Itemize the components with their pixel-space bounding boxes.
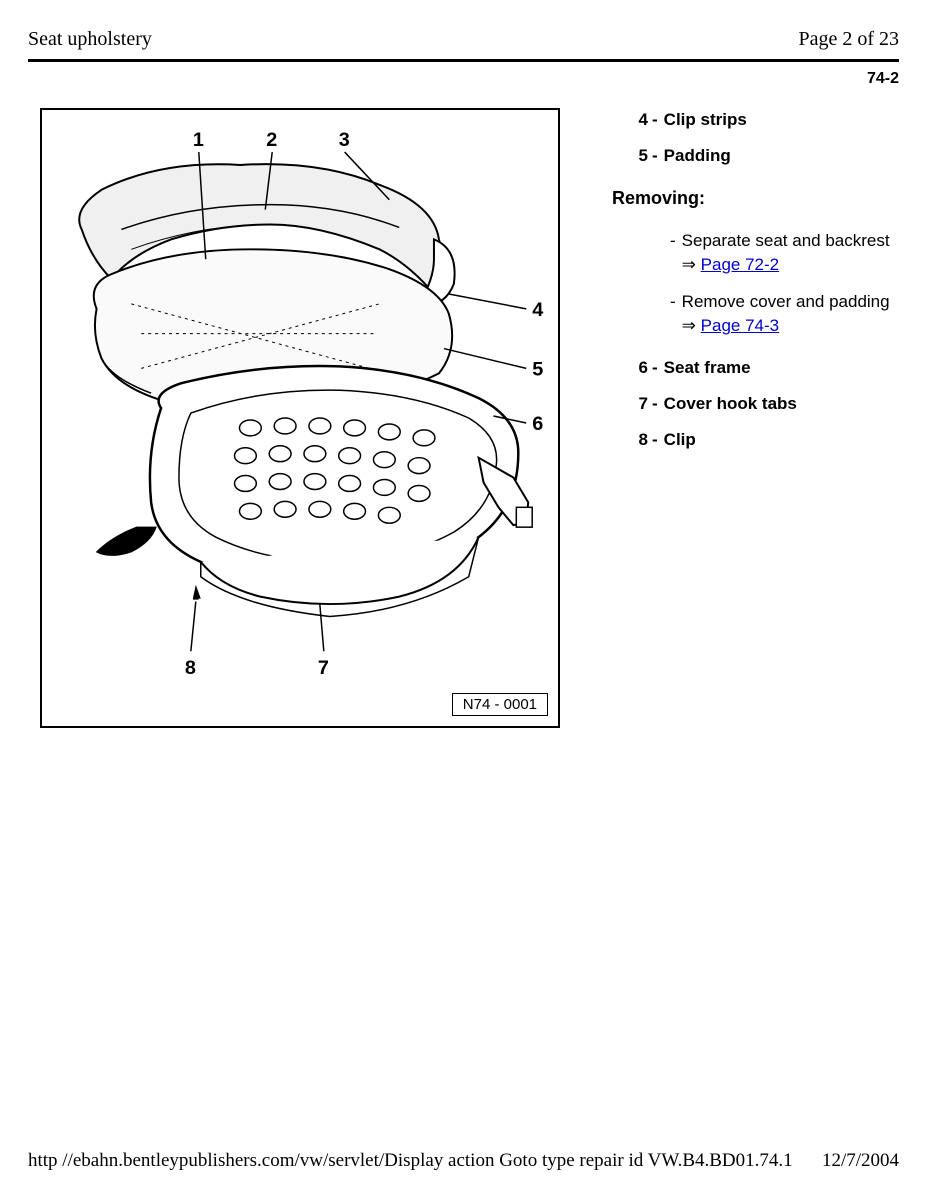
footer-date: 12/7/2004 — [822, 1150, 899, 1172]
page-footer: http //ebahn.bentleypublishers.com/vw/se… — [28, 1150, 899, 1172]
removing-step-1: - Separate seat and backrest ⇒ Page 72-2 — [670, 229, 899, 277]
diagram-code: N74 - 0001 — [452, 693, 548, 716]
part-separator: - — [652, 356, 658, 380]
part-label: Cover hook tabs — [664, 392, 797, 416]
dash-icon: - — [670, 290, 676, 338]
page-link-74-3[interactable]: Page 74-3 — [701, 316, 779, 335]
seat-diagram: 1 2 3 4 5 6 7 8 N74 - 0001 — [40, 108, 560, 728]
content-area: 1 2 3 4 5 6 7 8 N74 - 0001 4 - Clip stri… — [0, 88, 927, 728]
svg-text:8: 8 — [185, 657, 196, 679]
header-title: Seat upholstery — [28, 28, 152, 51]
header-page-info: Page 2 of 23 — [798, 28, 899, 51]
page-link-72-2[interactable]: Page 72-2 — [701, 255, 779, 274]
svg-text:7: 7 — [318, 657, 329, 679]
step-text: Separate seat and backrest ⇒ Page 72-2 — [682, 229, 899, 277]
part-label: Seat frame — [664, 356, 751, 380]
footer-url: http //ebahn.bentleypublishers.com/vw/se… — [28, 1150, 793, 1172]
removing-steps: - Separate seat and backrest ⇒ Page 72-2… — [670, 229, 899, 338]
section-number: 74-2 — [0, 62, 927, 88]
svg-text:5: 5 — [532, 358, 543, 380]
part-separator: - — [652, 428, 658, 452]
part-separator: - — [652, 108, 658, 132]
part-item-8: 8 - Clip — [630, 428, 899, 452]
arrow-icon: ⇒ — [682, 316, 696, 335]
svg-text:3: 3 — [339, 129, 350, 151]
svg-text:4: 4 — [532, 299, 543, 321]
step-text-before: Remove cover and padding — [682, 292, 890, 311]
parts-list: 4 - Clip strips 5 - Padding Removing: - … — [630, 108, 899, 728]
part-number: 6 — [630, 356, 648, 380]
part-number: 5 — [630, 144, 648, 168]
part-number: 8 — [630, 428, 648, 452]
diagram-svg: 1 2 3 4 5 6 7 8 — [42, 110, 558, 726]
part-item-7: 7 - Cover hook tabs — [630, 392, 899, 416]
arrow-icon: ⇒ — [682, 255, 696, 274]
part-item-4: 4 - Clip strips — [630, 108, 899, 132]
svg-text:1: 1 — [193, 129, 204, 151]
step-text: Remove cover and padding ⇒ Page 74-3 — [682, 290, 899, 338]
page-header: Seat upholstery Page 2 of 23 — [0, 0, 927, 59]
svg-text:2: 2 — [266, 129, 277, 151]
removing-step-2: - Remove cover and padding ⇒ Page 74-3 — [670, 290, 899, 338]
part-item-5: 5 - Padding — [630, 144, 899, 168]
part-separator: - — [652, 392, 658, 416]
part-number: 4 — [630, 108, 648, 132]
part-label: Padding — [664, 144, 731, 168]
dash-icon: - — [670, 229, 676, 277]
part-label: Clip — [664, 428, 696, 452]
step-text-before: Separate seat and backrest — [682, 231, 890, 250]
part-number: 7 — [630, 392, 648, 416]
part-item-6: 6 - Seat frame — [630, 356, 899, 380]
part-label: Clip strips — [664, 108, 747, 132]
part-separator: - — [652, 144, 658, 168]
svg-text:6: 6 — [532, 413, 543, 435]
removing-heading: Removing: — [612, 186, 899, 211]
